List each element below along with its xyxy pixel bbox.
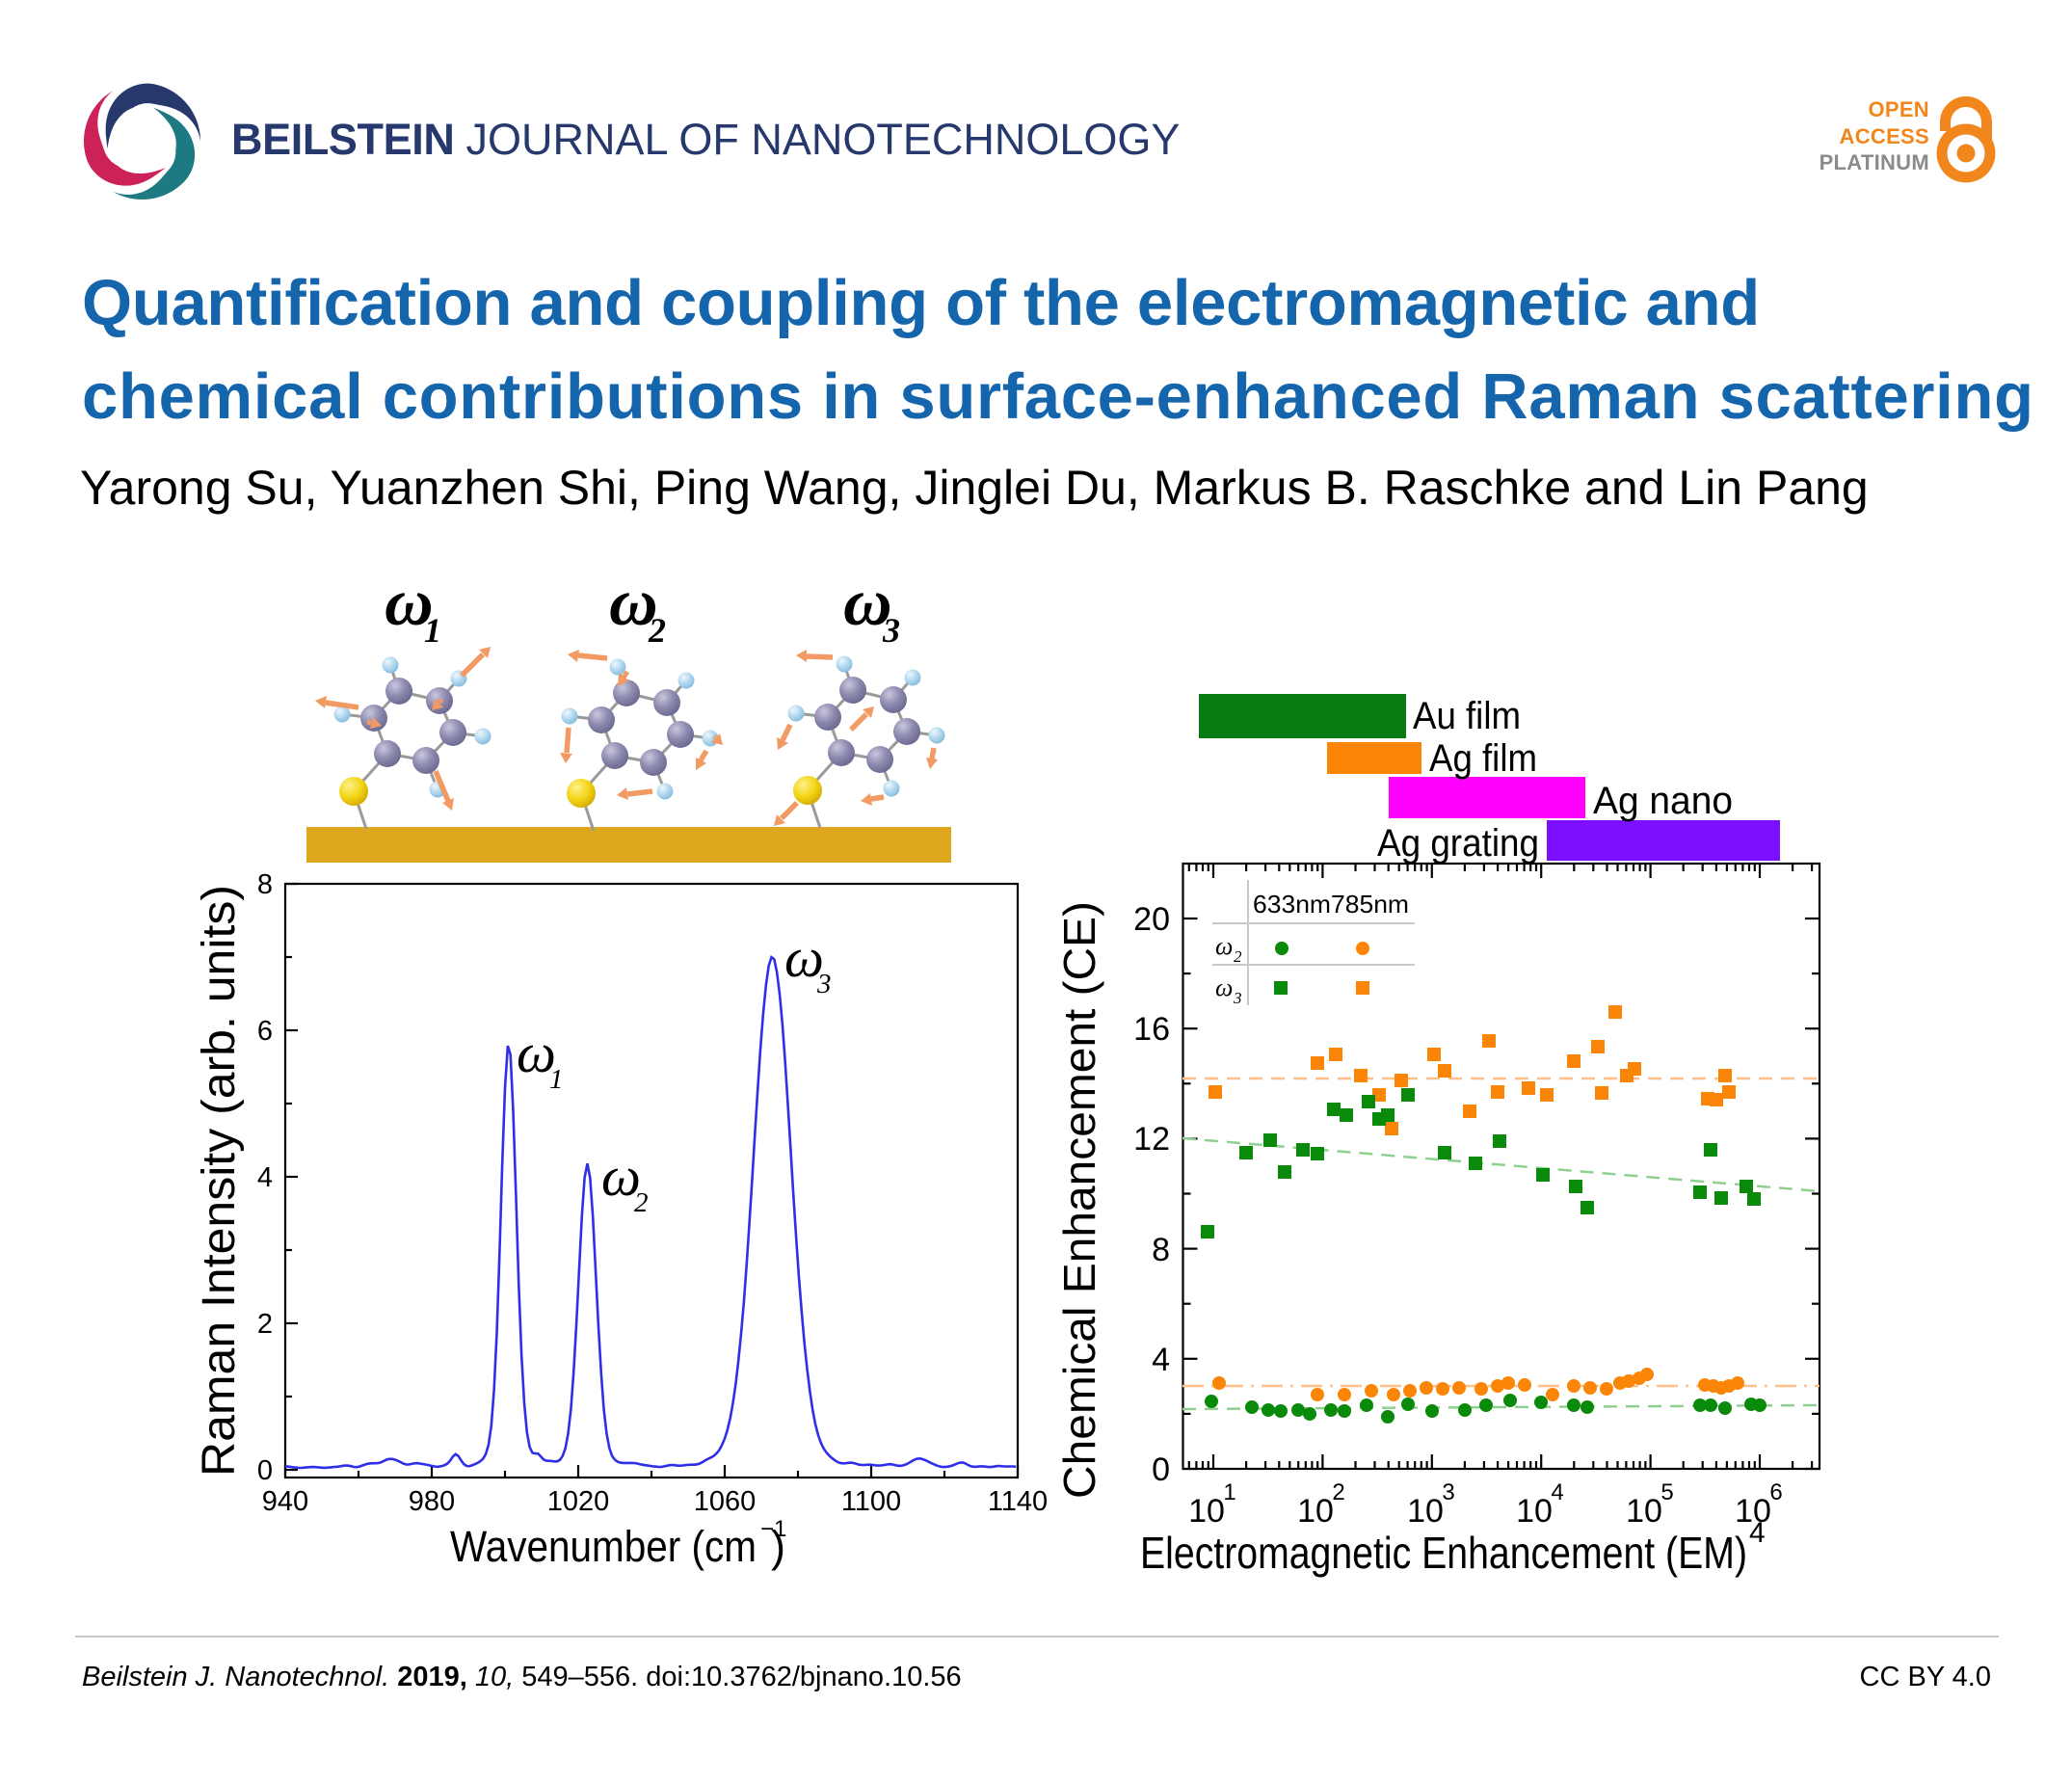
svg-text:ω: ω — [1215, 973, 1233, 1001]
svg-text:Ag grating: Ag grating — [1377, 822, 1539, 865]
svg-text:Chemical Enhancement (CE): Chemical Enhancement (CE) — [1054, 901, 1104, 1499]
svg-text:0: 0 — [1152, 1451, 1170, 1488]
svg-text:10: 10 — [1626, 1493, 1662, 1530]
svg-text:Ag nano: Ag nano — [1593, 780, 1733, 822]
svg-text:8: 8 — [1152, 1232, 1170, 1268]
svg-text:2: 2 — [1332, 1479, 1344, 1505]
svg-text:ω: ω — [517, 1022, 556, 1084]
svg-text:ω: ω — [843, 566, 892, 640]
svg-text:2: 2 — [257, 1309, 273, 1340]
svg-text:980: 980 — [409, 1486, 455, 1517]
svg-text:2: 2 — [634, 1187, 649, 1218]
svg-text:1: 1 — [549, 1064, 564, 1095]
svg-text:1140: 1140 — [988, 1486, 1048, 1517]
svg-text:ω: ω — [784, 926, 824, 989]
svg-text:940: 940 — [262, 1486, 308, 1517]
svg-text:16: 16 — [1133, 1011, 1170, 1048]
svg-text:3: 3 — [816, 969, 832, 999]
svg-text:10: 10 — [1516, 1493, 1553, 1530]
svg-text:10: 10 — [1407, 1493, 1444, 1530]
svg-text:Wavenumber (cm: Wavenumber (cm — [450, 1522, 757, 1571]
svg-text:4: 4 — [1152, 1342, 1170, 1378]
svg-text:6: 6 — [1769, 1479, 1782, 1505]
svg-text:ω: ω — [1215, 932, 1233, 960]
svg-text:3: 3 — [1233, 989, 1242, 1007]
svg-text:3: 3 — [1442, 1479, 1454, 1505]
svg-text:5: 5 — [1660, 1479, 1673, 1505]
svg-text:20: 20 — [1133, 901, 1170, 938]
svg-text:6: 6 — [257, 1016, 273, 1047]
svg-text:0: 0 — [257, 1455, 273, 1486]
svg-text:ω: ω — [609, 566, 658, 640]
svg-text:8: 8 — [257, 869, 273, 900]
svg-text:1020: 1020 — [547, 1486, 610, 1517]
svg-text:2: 2 — [648, 611, 666, 650]
svg-text:4: 4 — [257, 1162, 273, 1193]
svg-text:10: 10 — [1735, 1493, 1771, 1530]
svg-text:Au film: Au film — [1413, 695, 1521, 737]
svg-text:ω: ω — [385, 566, 434, 640]
svg-text:−1: −1 — [760, 1516, 786, 1542]
svg-text:Electromagnetic Enhancement (E: Electromagnetic Enhancement (EM) — [1140, 1528, 1747, 1578]
svg-text:1100: 1100 — [841, 1486, 901, 1517]
svg-text:ω: ω — [601, 1145, 641, 1208]
svg-text:): ) — [771, 1522, 785, 1571]
svg-text:1: 1 — [1223, 1479, 1235, 1505]
svg-text:1: 1 — [424, 611, 441, 650]
svg-text:Raman Intensity (arb. units): Raman Intensity (arb. units) — [194, 885, 245, 1477]
svg-text:10: 10 — [1188, 1493, 1225, 1530]
svg-text:1060: 1060 — [694, 1486, 757, 1517]
svg-text:12: 12 — [1133, 1121, 1170, 1158]
svg-text:10: 10 — [1297, 1493, 1334, 1530]
svg-text:2: 2 — [1234, 947, 1242, 966]
svg-text:633nm785nm: 633nm785nm — [1253, 890, 1409, 919]
svg-text:Ag film: Ag film — [1429, 737, 1537, 780]
svg-text:4: 4 — [1551, 1479, 1563, 1505]
svg-text:3: 3 — [882, 611, 900, 650]
svg-text:4: 4 — [1749, 1517, 1766, 1549]
